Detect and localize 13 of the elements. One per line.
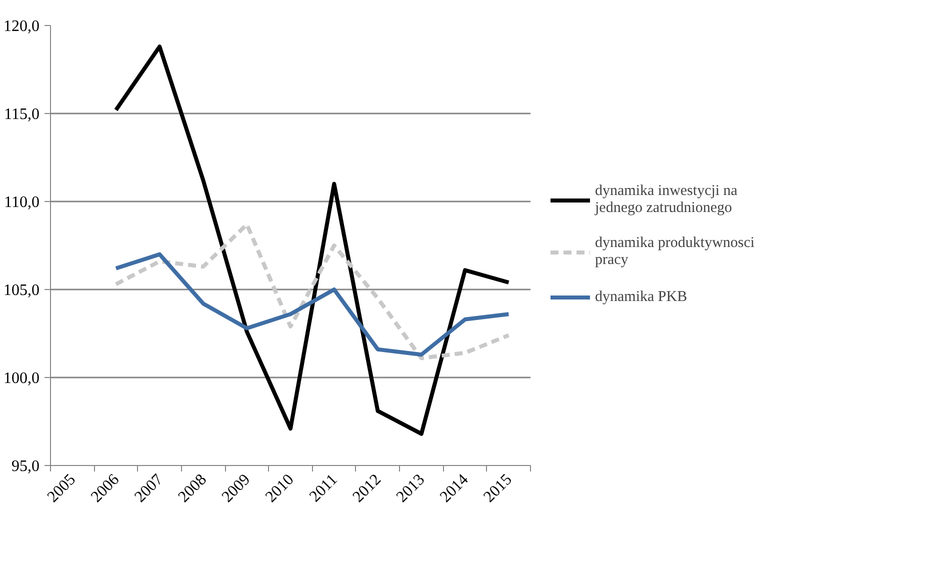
legend-label: dynamika inwestycji na jednego zatrudnionego xyxy=(595,183,738,217)
legend-label: dynamika produktywnosci pracy xyxy=(595,235,755,269)
line-series xyxy=(114,44,511,436)
line-series xyxy=(114,252,511,357)
y-tick-label: 105,0 xyxy=(4,282,40,299)
y-tick-label: 100,0 xyxy=(4,370,40,387)
y-tick-label: 120,0 xyxy=(4,18,40,35)
y-tick-label: 115,0 xyxy=(4,106,40,123)
y-tick-label: 110,0 xyxy=(4,194,40,211)
x-tick-label: 2011 xyxy=(306,471,341,506)
y-tick-label: 95,0 xyxy=(12,458,40,475)
legend-label: dynamika PKB xyxy=(595,288,688,306)
line-series xyxy=(114,222,511,360)
